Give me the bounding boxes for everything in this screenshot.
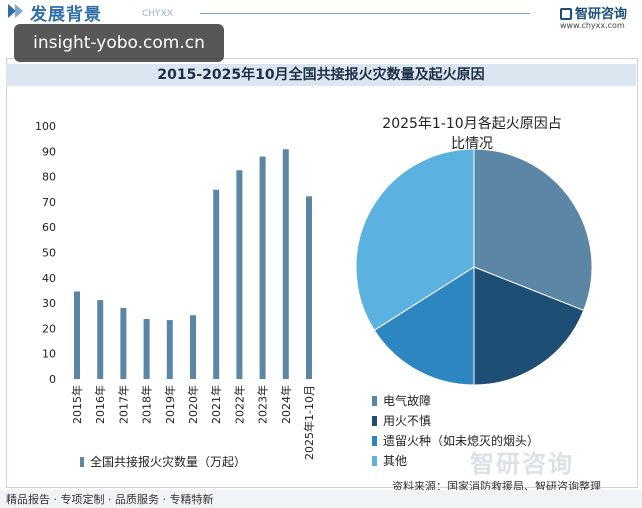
pie-legend-label: 用火不慎 [383, 414, 432, 428]
pie-title-line-1: 2025年1-10月各起火原因占 [382, 116, 562, 132]
y-tick-label: 100 [35, 120, 56, 133]
pie-legend-item: 其他 [372, 451, 539, 471]
chart-title: 2015-2025年10月全国共接报火灾数量及起火原因 [157, 67, 485, 83]
x-tick-label: 2022年 [232, 385, 246, 424]
logo-text: 智研咨询 [575, 7, 628, 22]
pie-title: 2025年1-10月各起火原因占 比情况 [362, 114, 582, 154]
x-tick-label: 2018年 [140, 385, 154, 424]
pie-legend-label: 遗留火种（如未熄灭的烟头） [383, 434, 540, 448]
chevron-icon [8, 4, 23, 18]
bar [306, 196, 312, 379]
bar [120, 307, 127, 379]
x-tick-label: 2020年 [186, 385, 200, 424]
pie-legend-item: 遗留火种（如未熄灭的烟头） [372, 431, 539, 451]
y-tick-label: 0 [49, 373, 56, 386]
x-tick-label: 2017年 [116, 385, 130, 424]
bar [190, 315, 196, 379]
site-watermark: insight-yobo.com.cn [14, 24, 224, 62]
y-tick-label: 70 [42, 196, 56, 209]
y-tick-label: 80 [42, 171, 56, 184]
pie-legend-swatch [372, 456, 377, 466]
pie-slice [473, 266, 585, 386]
pie-legend-swatch [372, 436, 377, 446]
bar [74, 291, 80, 379]
bar [259, 156, 266, 379]
bar [166, 320, 173, 379]
x-tick-label: 2019年 [163, 385, 177, 424]
y-tick-label: 30 [42, 297, 56, 310]
pie-title-line-2: 比情况 [451, 136, 493, 152]
footer-slogan: 精品报告 · 专项定制 · 品质服务 · 专精特新 [6, 493, 214, 506]
logo-url: www.chyxx.com [560, 21, 625, 30]
pie-slice [473, 149, 593, 312]
x-tick-label: 2015年 [70, 385, 84, 424]
bar [97, 300, 104, 379]
pie-slice [355, 149, 475, 331]
bar [143, 319, 150, 379]
x-tick-label: 2023年 [256, 385, 270, 424]
x-tick-label: 2021年 [209, 385, 223, 424]
pie-slice [373, 266, 475, 386]
pie-legend-swatch [372, 416, 377, 426]
data-source: 资料来源：国家消防救援局、智研咨询整理 [392, 480, 601, 493]
y-tick-label: 90 [42, 145, 56, 158]
y-tick-label: 50 [42, 247, 56, 260]
x-tick-label: 2016年 [93, 385, 107, 424]
section-title: 发展背景 [30, 5, 102, 25]
pie-legend-item: 用火不慎 [372, 411, 539, 431]
y-tick-label: 40 [42, 272, 56, 285]
bar-chart: 0 10 20 30 40 50 60 70 80 90 100 2015年 2016年 2017年 201… [35, 120, 316, 460]
chart-title-band [6, 64, 636, 86]
footer-brand-watermark: 智研咨询 [470, 450, 574, 478]
section-subtitle: CHYXX [142, 9, 173, 19]
pie-legend: 电气故障用火不慎遗留火种（如未熄灭的烟头） 其他 [372, 391, 539, 471]
y-tick-label: 20 [42, 322, 56, 335]
footer-band [0, 490, 642, 508]
x-tick-label: 2025年1-10月 [302, 385, 316, 460]
x-tick-label: 2024年 [279, 385, 293, 424]
y-tick-label: 10 [42, 348, 56, 361]
brand-logo: 智研咨询 [560, 3, 627, 22]
bar-legend-swatch [80, 457, 84, 467]
pie-chart [355, 149, 593, 386]
y-tick-label: 60 [42, 221, 56, 234]
title-rule [200, 13, 530, 14]
bar [282, 149, 289, 379]
pie-legend-swatch [372, 396, 377, 406]
bar [236, 170, 243, 379]
bar-legend: 全国共接报火灾数量（万起） [80, 453, 246, 470]
pie-legend-label: 电气故障 [383, 394, 432, 408]
logo-icon [560, 8, 572, 20]
pie-legend-label: 其他 [383, 454, 408, 468]
bar [213, 189, 220, 379]
pie-legend-item: 电气故障 [372, 391, 539, 411]
bar-legend-label: 全国共接报火灾数量（万起） [90, 455, 247, 469]
